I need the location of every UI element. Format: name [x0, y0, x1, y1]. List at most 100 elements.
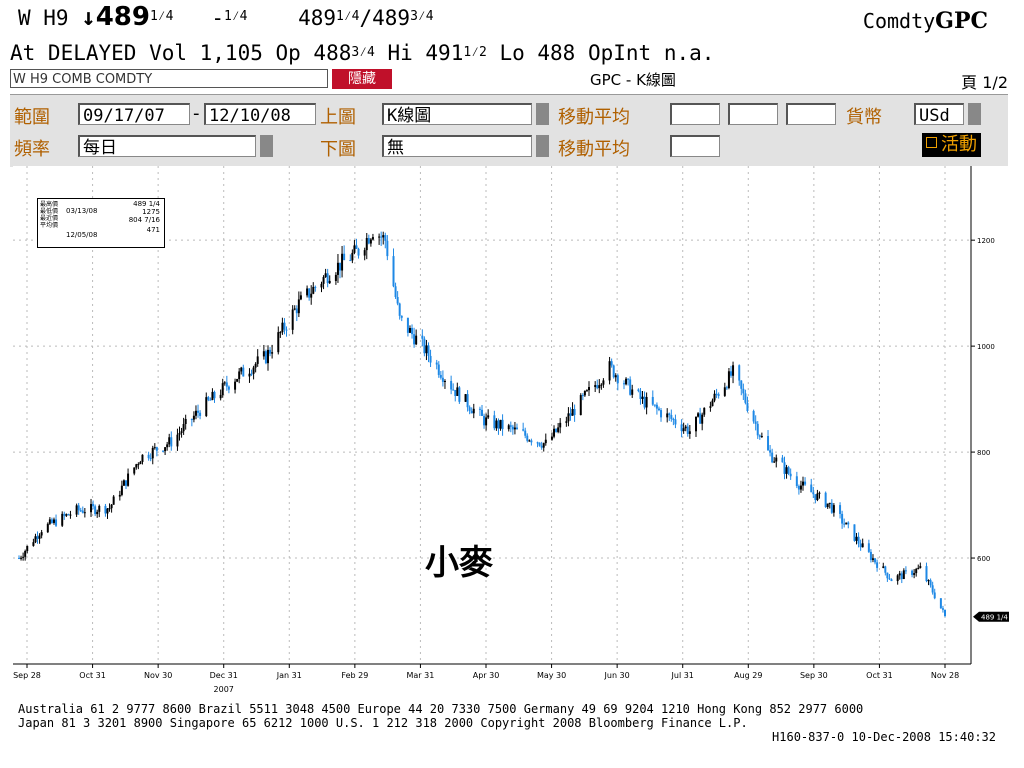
candle-body	[266, 349, 269, 364]
candle-body	[38, 535, 41, 539]
candle-body	[295, 308, 298, 314]
candle-body	[799, 485, 802, 490]
date-from-input[interactable]: 09/17/07	[78, 103, 190, 126]
candle-body	[291, 309, 294, 330]
candle-body	[141, 454, 144, 462]
candle-body	[384, 235, 387, 241]
candle-body	[441, 377, 444, 382]
candle-body	[483, 415, 486, 426]
candle-body	[703, 407, 706, 415]
candle-body	[81, 510, 84, 513]
candle-body	[896, 575, 899, 582]
ma-input-3[interactable]	[786, 103, 836, 125]
x-tick-label: May 30	[537, 671, 566, 680]
candle-body	[135, 464, 138, 468]
candle-body	[63, 513, 66, 516]
candle-body	[598, 385, 601, 389]
candle-body	[933, 592, 936, 599]
candle-body	[225, 382, 228, 387]
candle-body	[581, 395, 584, 397]
candle-body	[184, 418, 187, 425]
candle-body	[207, 397, 210, 400]
candle-body	[573, 408, 576, 416]
candle-body	[26, 545, 29, 551]
ma-input-2[interactable]	[728, 103, 778, 125]
candle-body	[507, 425, 510, 430]
last-price-label: 489 1/4	[981, 614, 1008, 622]
candle-body	[931, 585, 934, 593]
candle-body	[46, 523, 49, 533]
candle-body	[559, 422, 562, 428]
candle-body	[625, 378, 628, 385]
date-to-input[interactable]: 12/10/08	[204, 103, 316, 126]
candle-body	[695, 416, 698, 432]
candle-body	[149, 458, 152, 460]
candle-body	[180, 431, 183, 433]
candle-body	[386, 240, 389, 257]
candle-body	[299, 295, 302, 300]
candle-body	[670, 415, 673, 419]
candle-body	[569, 413, 572, 416]
candle-body	[176, 434, 179, 447]
frequency-select[interactable]: 每日	[78, 135, 256, 158]
candle-body	[585, 390, 588, 392]
candle-body	[657, 408, 660, 411]
candle-body	[637, 389, 640, 391]
legend-labels: 最高價 最低價 最近價 平均價	[40, 201, 59, 229]
active-button[interactable]: 活動	[922, 133, 981, 157]
frequency-dropdown-icon[interactable]	[260, 135, 273, 157]
candle-body	[339, 262, 342, 271]
candle-body	[466, 394, 469, 408]
candle-body	[363, 250, 366, 256]
candle-body	[795, 476, 798, 487]
candle-body	[250, 373, 253, 375]
candle-body	[602, 380, 605, 385]
candle-body	[540, 445, 543, 448]
ma-input-1[interactable]	[670, 103, 720, 125]
candle-body	[211, 391, 214, 400]
candle-body	[660, 410, 663, 418]
legend-last: 489 1/4	[133, 200, 160, 208]
candle-body	[367, 238, 370, 244]
candle-body	[283, 322, 286, 330]
legend-high: 1275	[142, 208, 160, 216]
candle-body	[349, 260, 352, 262]
hide-button[interactable]: 隱藏	[332, 69, 392, 89]
candle-body	[900, 573, 903, 580]
upper-chart-dropdown-icon[interactable]	[536, 103, 549, 125]
candle-body	[579, 395, 582, 416]
candle-body	[526, 435, 529, 441]
candle-body	[118, 494, 121, 497]
candle-body	[783, 462, 786, 474]
currency-dropdown-icon[interactable]	[968, 103, 981, 125]
security-input[interactable]: W H9 COMB COMDTY	[10, 69, 328, 88]
candle-body	[481, 409, 483, 416]
currency-select[interactable]: USd	[914, 103, 964, 126]
candle-body	[94, 506, 97, 515]
candle-body	[651, 396, 654, 405]
x-tick-label: Sep 28	[13, 671, 41, 680]
candle-body	[209, 399, 212, 401]
page-indicator: 頁 1/2	[961, 73, 1008, 92]
candle-body	[170, 437, 173, 447]
candle-body	[464, 394, 467, 402]
upper-chart-select[interactable]: K線圖	[382, 103, 532, 126]
candle-body	[164, 447, 167, 452]
candle-body	[221, 383, 224, 395]
candle-body	[682, 428, 685, 432]
candle-body	[622, 383, 625, 385]
candle-body	[485, 417, 488, 426]
candle-body	[238, 371, 241, 380]
lower-chart-dropdown-icon[interactable]	[536, 135, 549, 157]
candle-body	[515, 427, 518, 430]
candle-body	[874, 558, 877, 563]
candle-body	[106, 508, 109, 514]
bid-price: 4891⁄4	[298, 6, 360, 30]
lower-chart-select[interactable]: 無	[382, 135, 532, 158]
candle-body	[826, 503, 829, 508]
ma-input-lower[interactable]	[670, 135, 720, 157]
candle-body	[867, 543, 870, 552]
candle-body	[322, 277, 325, 284]
candle-body	[740, 380, 743, 389]
candle-body	[112, 496, 115, 505]
